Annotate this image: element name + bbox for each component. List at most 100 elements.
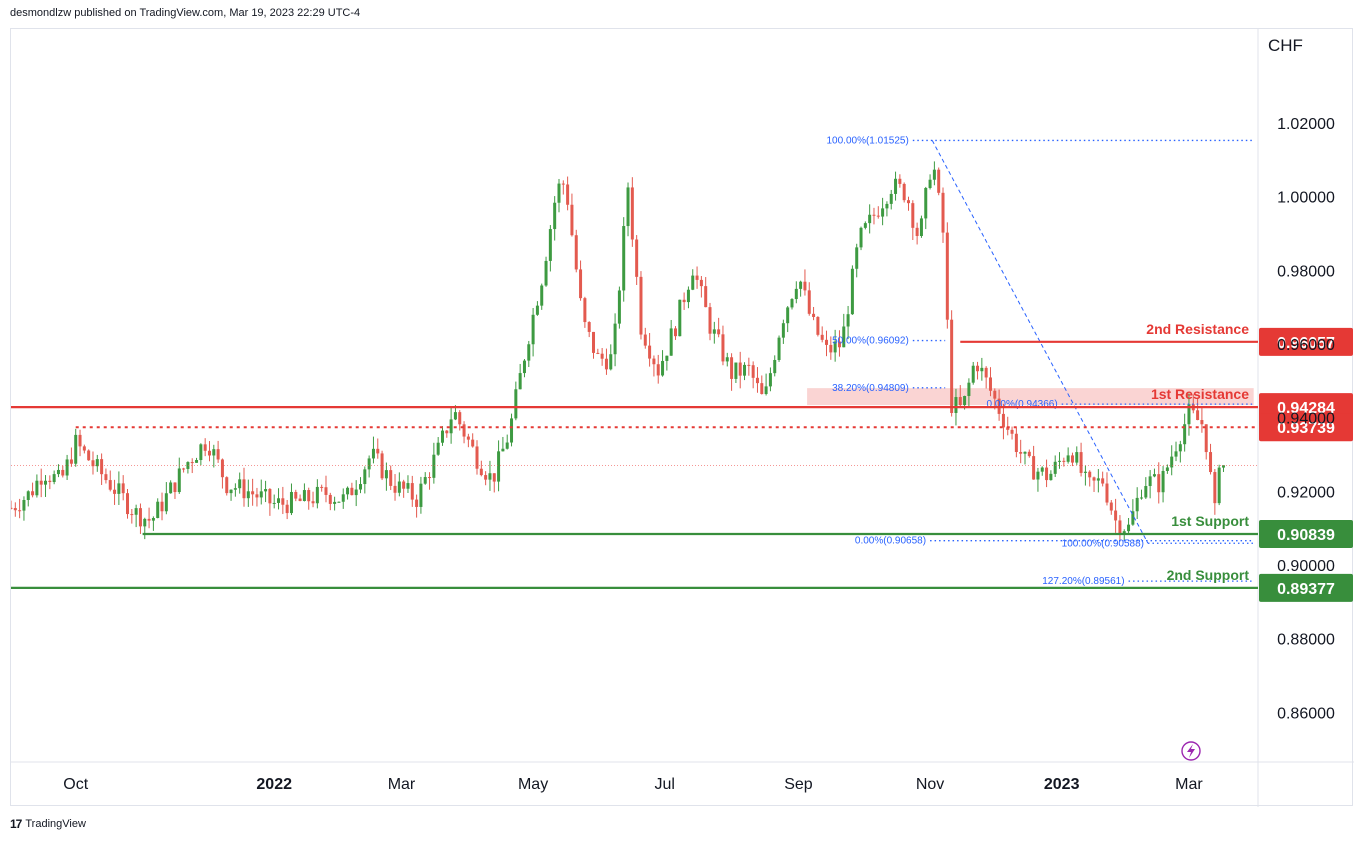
candle-body (725, 357, 729, 362)
candles-group (11, 161, 1225, 542)
candle-body (1010, 429, 1014, 434)
candle-body (738, 362, 742, 376)
candle-body (885, 203, 889, 209)
fib-level-label: 127.20%(0.89561) (1042, 576, 1124, 587)
candle-body (673, 328, 677, 337)
candle-body (294, 491, 298, 499)
candle-body (928, 179, 932, 188)
candle-body (820, 334, 824, 340)
candle-body (229, 489, 233, 494)
candle-body (622, 226, 626, 291)
candle-body (781, 323, 785, 338)
candle-body (971, 365, 975, 383)
candle-body (497, 451, 501, 482)
candle-body (117, 483, 121, 494)
candle-body (794, 288, 798, 300)
candle-body (859, 227, 863, 248)
x-tick-label: Oct (63, 776, 88, 793)
candle-body (393, 485, 397, 493)
candle-body (518, 373, 522, 390)
candle-body (1131, 511, 1135, 525)
candle-body (138, 508, 142, 527)
candle-body (1001, 413, 1005, 428)
candle-body (238, 479, 242, 489)
candle-body (186, 462, 190, 469)
candle-body (82, 446, 86, 451)
candle-body (1135, 497, 1139, 512)
candle-body (717, 329, 721, 335)
x-tick-label: May (518, 776, 548, 793)
candle-body (553, 202, 557, 230)
candle-body (648, 345, 652, 359)
x-tick-label: Mar (1175, 776, 1203, 793)
candle-body (156, 501, 160, 518)
candle-body (35, 480, 39, 496)
candle-body (1170, 456, 1174, 468)
candle-body (432, 454, 436, 478)
candle-body (354, 489, 358, 496)
y-tick-label: 0.94000 (1277, 411, 1335, 428)
candle-body (13, 508, 17, 511)
candle-body (850, 268, 854, 315)
candle-body (617, 290, 621, 324)
candle-body (881, 208, 885, 217)
candle-body (160, 501, 164, 512)
candle-body (359, 484, 363, 490)
x-tick-label: Sep (784, 776, 813, 793)
candle-body (510, 418, 514, 443)
tradingview-logo-icon: 17 (10, 817, 22, 831)
candle-body (686, 289, 690, 303)
candle-body (195, 460, 199, 463)
candle-body (1066, 455, 1070, 462)
candle-body (980, 367, 984, 372)
candle-body (1144, 486, 1148, 498)
price-badge-text: 0.89377 (1277, 581, 1335, 598)
candle-body (915, 227, 919, 236)
candle-body (1049, 473, 1053, 481)
candle-body (842, 326, 846, 348)
candle-body (1196, 410, 1200, 421)
candle-body (535, 305, 539, 315)
fib-trendline (931, 140, 1149, 544)
candle-body (812, 313, 816, 317)
level-label-support: 2nd Support (1167, 567, 1250, 583)
candle-body (151, 517, 155, 521)
y-tick-label: 0.88000 (1277, 632, 1335, 649)
candle-body (384, 470, 388, 479)
candle-body (74, 434, 78, 464)
candle-body (130, 514, 134, 516)
candle-body (846, 314, 850, 327)
price-badge-support (1259, 573, 1353, 602)
candle-body (950, 319, 954, 413)
price-badge-text: 0.93739 (1277, 420, 1335, 437)
candlestick-chart[interactable]: 100.00%(1.01525) 50.00%(0.96092) 38.20%(0.… (11, 29, 1354, 807)
candle-body (56, 469, 60, 475)
candle-body (406, 483, 410, 489)
candle-body (954, 397, 958, 413)
candle-body (164, 493, 168, 512)
candle-body (285, 504, 289, 514)
candle-body (1019, 452, 1023, 454)
x-tick-label: Jul (654, 776, 674, 793)
candle-body (889, 193, 893, 204)
candle-body (876, 215, 880, 217)
candle-body (587, 322, 591, 332)
candle-body (11, 507, 13, 509)
candle-body (747, 364, 751, 366)
candle-body (600, 353, 604, 359)
candle-body (1014, 433, 1018, 453)
candle-body (816, 316, 820, 335)
chart-frame[interactable]: 100.00%(1.01525) 50.00%(0.96092) 38.20%(0.… (10, 28, 1354, 807)
candle-body (1058, 460, 1062, 462)
candle-body (1075, 452, 1079, 463)
candle-body (143, 518, 147, 527)
candle-body (397, 481, 401, 493)
candle-body (734, 362, 738, 379)
candle-body (281, 498, 285, 505)
candle-body (1204, 424, 1208, 453)
candle-body (320, 486, 324, 488)
candle-body (678, 299, 682, 337)
candle-body (743, 364, 747, 376)
candle-body (1161, 470, 1165, 493)
candle-body (1139, 497, 1143, 499)
